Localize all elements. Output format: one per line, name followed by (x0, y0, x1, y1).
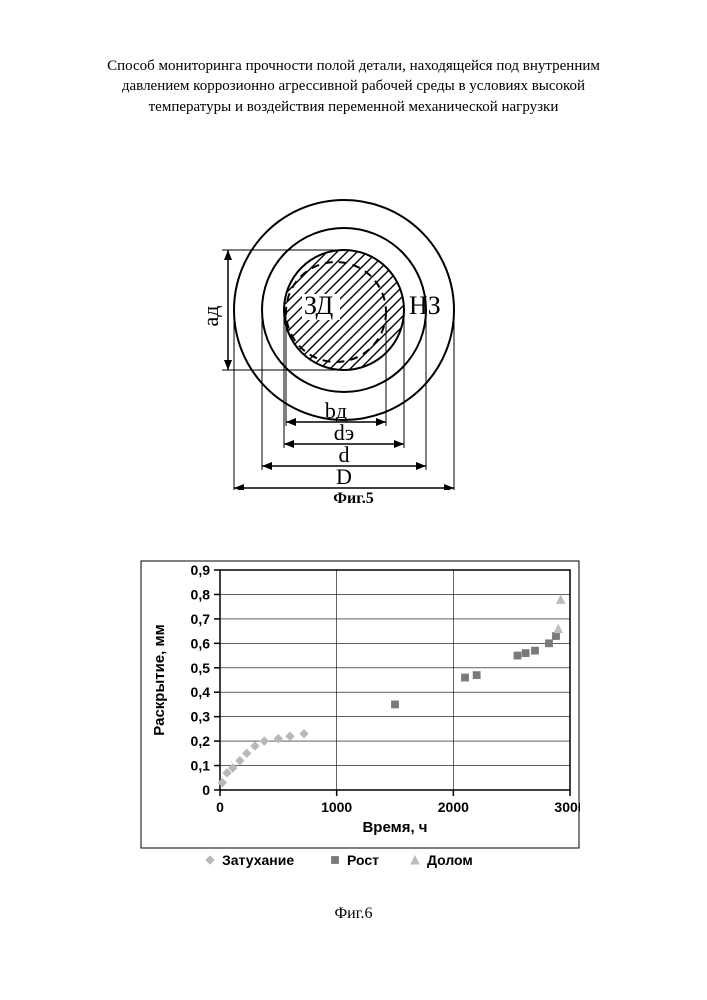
page-title: Способ мониторинга прочности полой детал… (70, 56, 637, 117)
dim-D: D (336, 464, 352, 489)
ytick: 0,8 (191, 586, 211, 602)
fig6-chart: 0 0,1 0,2 0,3 0,4 0,5 0,6 0,7 0,8 0,9 0 1000 2000 300… (140, 560, 580, 880)
fig5-caption: Фиг.5 (0, 490, 707, 508)
xtick: 2000 (438, 799, 469, 815)
ytick: 0,1 (191, 758, 211, 774)
ytick: 0,5 (191, 660, 211, 676)
label-nz: НЗ (409, 291, 441, 320)
ytick: 0,4 (191, 684, 211, 700)
ylabel: Раскрытие, мм (151, 624, 168, 735)
xtick: 1000 (321, 799, 352, 815)
ytick: 0,3 (191, 709, 211, 725)
legend-Долом: Долом (427, 852, 473, 868)
legend-Рост: Рост (347, 852, 379, 868)
title-line1: Способ мониторинга прочности полой детал… (107, 58, 600, 74)
ytick: 0,7 (191, 611, 211, 627)
xtick: 3000 (554, 799, 580, 815)
ytick: 0,2 (191, 733, 211, 749)
fig6-caption: Фиг.6 (0, 905, 707, 923)
ytick: 0,9 (191, 562, 211, 578)
legend-Затухание: Затухание (222, 852, 294, 868)
dim-a: aд (198, 306, 223, 327)
ytick: 0 (202, 782, 210, 798)
xlabel: Время, ч (362, 819, 427, 836)
xtick: 0 (216, 799, 224, 815)
chart-border (141, 561, 579, 848)
ytick: 0,6 (191, 635, 211, 651)
title-line3: температуры и воздействия переменной мех… (149, 99, 559, 115)
figure-6: 0 0,1 0,2 0,3 0,4 0,5 0,6 0,7 0,8 0,9 0 1000 2000 300… (140, 560, 580, 880)
figure-5: ЗДНЗaдbдdэdD (0, 160, 707, 495)
fig5-diagram: ЗДНЗaдbдdэdD (169, 160, 539, 490)
title-line2: давлением коррозионно агрессивной рабоче… (122, 78, 585, 94)
label-zd: ЗД (304, 291, 333, 320)
